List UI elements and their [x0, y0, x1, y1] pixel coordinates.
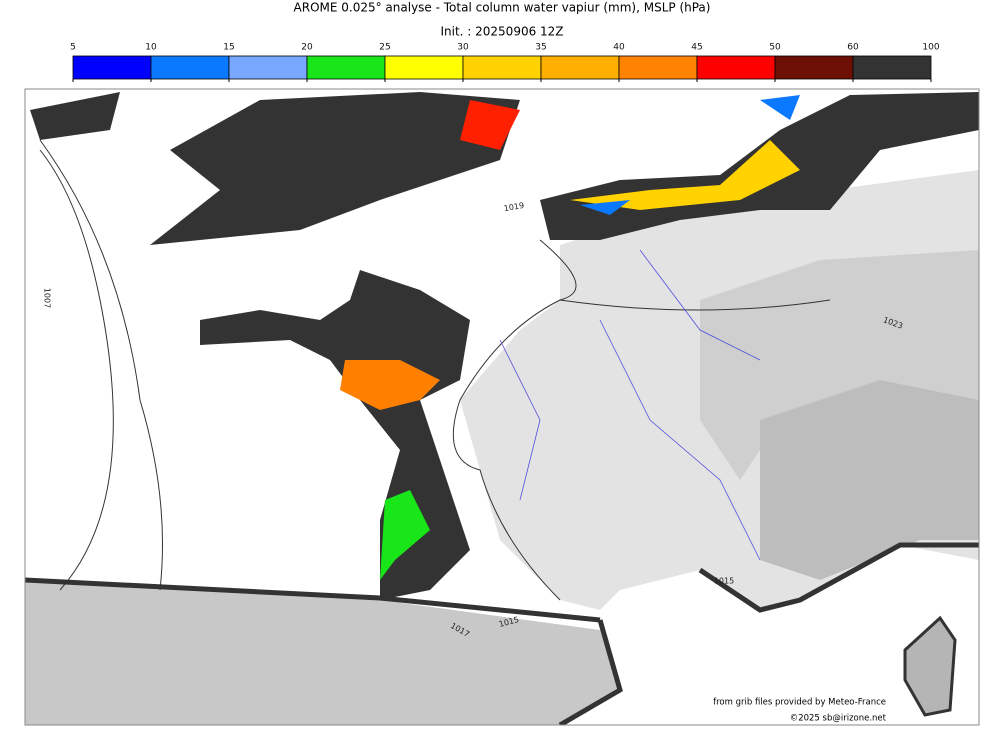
- isobar-label: 1015: [714, 577, 734, 586]
- alps-shade: [760, 380, 979, 580]
- moisture-core: [380, 490, 430, 580]
- credit: ©2025 sb@irizone.net: [790, 714, 887, 724]
- colorbar-cell: [150, 55, 230, 80]
- colorbar-cell: [540, 55, 620, 80]
- subtitle: Init. : 20250906 12Z: [440, 25, 563, 39]
- moisture-core: [340, 360, 440, 410]
- colorbar: 5 10 15 20 25 30 35 40 45 50 60 100: [70, 43, 940, 82]
- colorbar-tick-label: 20: [301, 43, 313, 53]
- spain-shade: [25, 580, 620, 725]
- colorbar-tick-label: 30: [457, 43, 469, 53]
- colorbar-tick-label: 40: [613, 43, 625, 53]
- colorbar-tick-label: 60: [847, 43, 859, 53]
- colorbar-tick-label: 35: [535, 43, 546, 53]
- credit: from grib files provided by Meteo-France: [713, 698, 886, 708]
- colorbar-tick-label: 100: [922, 43, 939, 53]
- corsica: [903, 615, 957, 717]
- map-frame: [24, 88, 980, 726]
- map: [24, 88, 980, 726]
- colorbar-cell: [72, 55, 152, 80]
- colorbar-tick-label: 25: [379, 43, 390, 53]
- colorbar-tick-label: 10: [145, 43, 157, 53]
- colorbar-cell: [306, 55, 386, 80]
- moisture-core: [580, 95, 800, 215]
- colorbar-cell: [228, 55, 308, 80]
- colorbar-tick-label: 50: [769, 43, 781, 53]
- river: [499, 249, 761, 561]
- moisture-band: [30, 92, 520, 245]
- colorbar-cell: [774, 55, 854, 80]
- colorbar-cell: [384, 55, 464, 80]
- coast-band: [25, 542, 979, 725]
- colorbar-cell: [462, 55, 542, 80]
- colorbar-cell: [618, 55, 698, 80]
- moisture-core: [460, 100, 520, 150]
- isobar-label: 1019: [503, 201, 525, 213]
- isobar: [39, 139, 831, 601]
- colorbar-cell: [852, 55, 932, 80]
- isobar-label: 1007: [43, 288, 52, 308]
- colorbar-tick-label: 5: [70, 43, 76, 53]
- colorbar-tick-label: 45: [691, 43, 702, 53]
- moisture-core: [570, 140, 800, 210]
- colorbar-cell: [696, 55, 776, 80]
- title: AROME 0.025° analyse - Total column wate…: [294, 1, 711, 15]
- colorbar-tick-label: 15: [223, 43, 234, 53]
